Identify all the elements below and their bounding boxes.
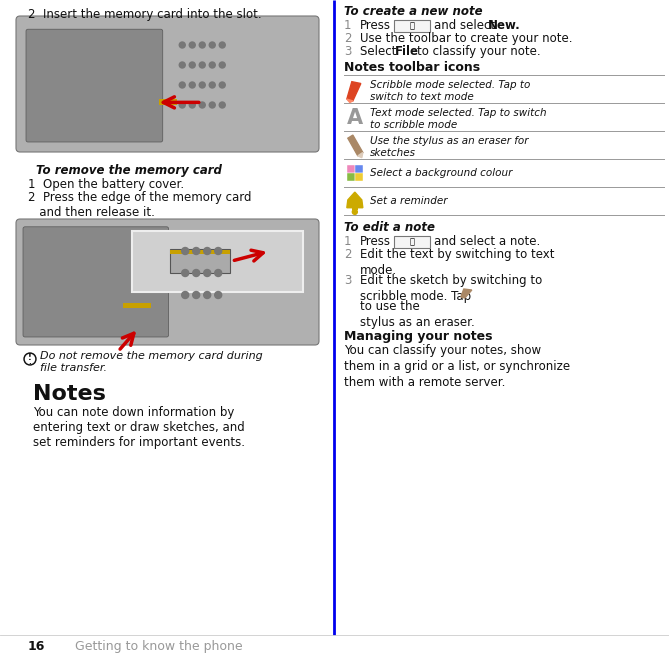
Circle shape — [179, 62, 185, 68]
Text: To remove the memory card: To remove the memory card — [36, 164, 222, 177]
Text: Use the stylus as an eraser for
sketches: Use the stylus as an eraser for sketches — [370, 136, 529, 159]
Text: 1  Open the battery cover.: 1 Open the battery cover. — [28, 178, 184, 191]
Circle shape — [182, 291, 189, 298]
Text: Edit the text by switching to text
mode.: Edit the text by switching to text mode. — [360, 248, 555, 277]
Text: You can note down information by
entering text or draw sketches, and
set reminde: You can note down information by enterin… — [33, 406, 245, 449]
Bar — [159, 99, 177, 105]
Circle shape — [219, 42, 225, 48]
Text: To create a new note: To create a new note — [344, 5, 482, 18]
Text: Set a reminder: Set a reminder — [370, 195, 448, 206]
Bar — [347, 173, 355, 181]
Text: Edit the sketch by switching to
scribble mode. Tap: Edit the sketch by switching to scribble… — [360, 274, 542, 303]
Bar — [132, 231, 303, 293]
Text: Notes toolbar icons: Notes toolbar icons — [344, 61, 480, 74]
Bar — [170, 250, 229, 254]
Bar — [347, 165, 355, 173]
Bar — [355, 165, 363, 173]
Circle shape — [203, 270, 211, 276]
Circle shape — [203, 291, 211, 298]
Text: Do not remove the memory card during
file transfer.: Do not remove the memory card during fil… — [40, 351, 263, 373]
Circle shape — [219, 102, 225, 108]
Circle shape — [189, 102, 195, 108]
Circle shape — [189, 42, 195, 48]
Text: Use the toolbar to create your note.: Use the toolbar to create your note. — [360, 32, 573, 45]
Circle shape — [219, 62, 225, 68]
Text: 1: 1 — [344, 19, 351, 32]
Text: 2: 2 — [344, 248, 351, 261]
Circle shape — [215, 270, 221, 276]
FancyBboxPatch shape — [23, 227, 169, 337]
Circle shape — [193, 247, 200, 255]
Circle shape — [179, 82, 185, 88]
Circle shape — [215, 291, 221, 298]
Circle shape — [179, 102, 185, 108]
Circle shape — [353, 210, 357, 214]
Text: Select a background colour: Select a background colour — [370, 168, 512, 178]
Circle shape — [199, 62, 205, 68]
Text: 2: 2 — [344, 32, 351, 45]
Text: Text mode selected. Tap to switch
to scribble mode: Text mode selected. Tap to switch to scr… — [370, 108, 547, 131]
Text: 3: 3 — [344, 274, 351, 287]
Bar — [170, 249, 229, 273]
Text: Select: Select — [360, 45, 400, 58]
Circle shape — [203, 247, 211, 255]
Circle shape — [189, 82, 195, 88]
Polygon shape — [358, 153, 363, 158]
Circle shape — [24, 353, 36, 365]
Circle shape — [209, 82, 215, 88]
Bar — [123, 303, 151, 308]
Text: and select a note.: and select a note. — [434, 235, 540, 248]
Text: to use the
stylus as an eraser.: to use the stylus as an eraser. — [360, 300, 474, 329]
FancyBboxPatch shape — [16, 219, 319, 345]
Circle shape — [199, 42, 205, 48]
Circle shape — [219, 82, 225, 88]
Text: 1: 1 — [344, 235, 351, 248]
FancyBboxPatch shape — [26, 29, 163, 142]
Circle shape — [209, 42, 215, 48]
Text: Getting to know the phone: Getting to know the phone — [75, 640, 243, 653]
Text: and select: and select — [434, 19, 495, 32]
Polygon shape — [348, 135, 363, 156]
Bar — [355, 173, 363, 181]
Text: File: File — [395, 45, 419, 58]
Circle shape — [193, 270, 200, 276]
Circle shape — [193, 291, 200, 298]
Text: Press: Press — [360, 235, 391, 248]
Circle shape — [209, 102, 215, 108]
Text: 16: 16 — [28, 640, 45, 653]
Text: 3: 3 — [344, 45, 351, 58]
Circle shape — [25, 355, 35, 364]
Circle shape — [182, 270, 189, 276]
Polygon shape — [347, 192, 363, 208]
Circle shape — [189, 62, 195, 68]
Polygon shape — [347, 82, 361, 101]
Text: to classify your note.: to classify your note. — [417, 45, 541, 58]
Text: .: . — [29, 358, 31, 364]
Text: 🗋: 🗋 — [409, 22, 414, 31]
Circle shape — [199, 82, 205, 88]
Circle shape — [215, 247, 221, 255]
Text: !: ! — [28, 353, 32, 362]
Text: 2  Press the edge of the memory card
   and then release it.: 2 Press the edge of the memory card and … — [28, 191, 252, 219]
Text: 🗋: 🗋 — [409, 238, 414, 246]
FancyBboxPatch shape — [394, 20, 429, 32]
Text: 2  Insert the memory card into the slot.: 2 Insert the memory card into the slot. — [28, 8, 262, 21]
Text: New.: New. — [488, 19, 520, 32]
Polygon shape — [347, 99, 353, 103]
Circle shape — [209, 62, 215, 68]
Circle shape — [182, 247, 189, 255]
Text: A: A — [347, 108, 363, 128]
Circle shape — [179, 42, 185, 48]
FancyBboxPatch shape — [394, 236, 429, 248]
Polygon shape — [461, 289, 472, 298]
Bar — [352, 205, 358, 210]
Text: To edit a note: To edit a note — [344, 221, 435, 234]
Text: Scribble mode selected. Tap to
switch to text mode: Scribble mode selected. Tap to switch to… — [370, 80, 531, 103]
Text: Notes: Notes — [33, 384, 106, 404]
Circle shape — [199, 102, 205, 108]
FancyBboxPatch shape — [16, 16, 319, 152]
Text: Managing your notes: Managing your notes — [344, 330, 492, 343]
Text: Press: Press — [360, 19, 391, 32]
Text: You can classify your notes, show
them in a grid or a list, or synchronize
them : You can classify your notes, show them i… — [344, 344, 570, 389]
